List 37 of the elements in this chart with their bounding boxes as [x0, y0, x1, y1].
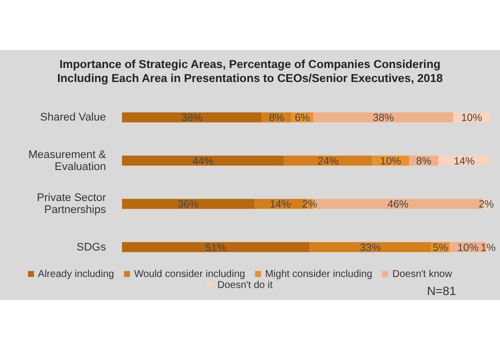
legend-label: Would consider including	[134, 269, 246, 280]
bar	[122, 242, 310, 252]
y-tick-label: Measurement & Evaluation	[28, 148, 107, 173]
y-tick-label: Shared Value	[40, 112, 106, 124]
bar	[122, 112, 262, 122]
bar	[122, 156, 284, 166]
data-label: 1%	[480, 242, 496, 254]
bar	[284, 156, 372, 166]
data-label: 8%	[268, 112, 284, 124]
bar	[122, 198, 254, 209]
data-label: 6%	[294, 112, 310, 124]
bar	[313, 112, 454, 122]
legend-label: Doesn't know	[392, 269, 452, 280]
data-label: 24%	[318, 155, 339, 168]
data-label: 10%	[461, 112, 482, 124]
data-label: 14%	[270, 198, 291, 211]
data-label: 10%	[380, 155, 402, 168]
text: N=81	[426, 284, 456, 298]
chart-title: Importance of Strategic Areas, Percentage of Companies Considering Including Each Area in Presentations to CEOs/Senior Executives, 2018	[56, 58, 444, 86]
bar	[310, 242, 432, 252]
legend-label: Might consider including	[265, 269, 372, 280]
legend-label: Already including	[38, 269, 114, 280]
data-label: 44%	[192, 155, 214, 168]
legend-label: Doesn't do it	[217, 280, 273, 291]
data-label: 5%	[432, 242, 448, 254]
data-label: 46%	[387, 198, 409, 211]
y-tick-label: SDGs	[76, 241, 106, 254]
data-label: 38%	[181, 112, 202, 124]
data-label: 38%	[372, 112, 394, 124]
data-label: 33%	[360, 242, 381, 254]
data-label: 10%	[457, 242, 478, 254]
data-label: 36%	[178, 198, 199, 211]
data-label: 14%	[454, 155, 475, 168]
data-label: 8%	[416, 155, 432, 168]
y-tick-label: Private Sector Partnerships	[36, 192, 106, 216]
data-label: 2%	[478, 198, 494, 211]
data-label: 51%	[205, 242, 226, 254]
